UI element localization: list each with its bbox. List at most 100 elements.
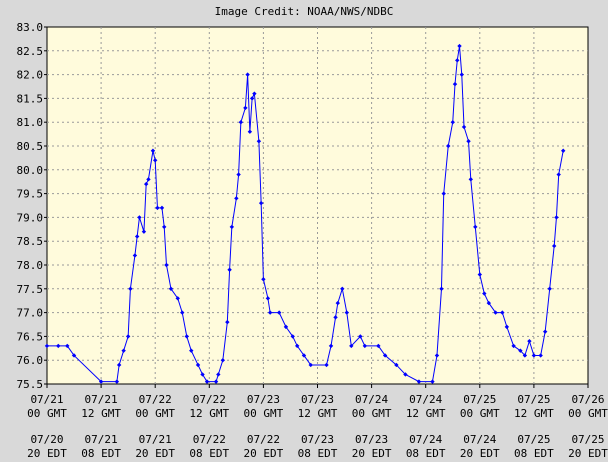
data-point [547,286,552,291]
y-tick-label: 80.0 [17,164,44,177]
data-point [376,343,381,349]
data-point [213,379,219,384]
data-point [554,215,559,220]
x-tick-label: 07/24 00 GMT [352,393,392,420]
plot-area [46,26,589,385]
data-point [265,296,271,301]
data-point [344,310,350,315]
data-point [394,362,399,368]
x-tick-label: 07/20 20 EDT [27,433,67,460]
data-point [249,96,255,101]
data-point [556,172,561,177]
data-point [98,379,104,384]
x-tick-label: 07/23 08 EDT [298,433,338,460]
y-tick-label: 78.0 [17,259,44,272]
data-point [403,372,408,377]
data-point [333,315,338,320]
x-tick-label: 07/24 12 GMT [406,393,446,420]
data-point [283,324,289,330]
x-tick-label: 07/25 20 EDT [568,433,608,460]
data-point [308,362,313,368]
y-tick-label: 77.0 [17,307,44,320]
data-point [461,124,467,130]
data-point [184,334,189,339]
y-tick-label: 77.5 [17,283,44,296]
x-tick-label: 07/24 20 EDT [460,433,500,460]
data-point [134,234,140,239]
data-point [189,348,194,353]
data-point [114,379,120,384]
x-tick-label: 07/26 00 GMT [568,393,608,420]
data-point [542,329,548,334]
data-point [324,362,329,368]
data-point [518,348,523,353]
y-tick-label: 81.0 [17,116,44,129]
y-tick-label: 81.5 [17,92,44,105]
data-point [416,379,422,384]
x-tick-label: 07/24 08 EDT [406,433,446,460]
data-point [180,310,185,315]
data-point [276,310,282,315]
data-point [267,310,273,315]
data-point [362,343,368,349]
data-point [455,58,460,63]
data-point [527,338,532,344]
x-tick-label: 07/23 00 GMT [244,393,284,420]
data-point [258,200,264,206]
data-point [141,229,147,234]
x-tick-label: 07/22 20 EDT [244,433,284,460]
y-tick-label: 80.5 [17,140,44,153]
data-point [301,353,307,358]
data-point [256,139,262,144]
data-point [168,286,174,291]
y-tick-label: 79.5 [17,188,44,201]
data-point [204,379,210,384]
data-point [468,177,473,182]
data-point [340,286,345,291]
data-point [531,353,537,358]
data-point [128,286,133,291]
y-tick-label: 79.0 [17,211,44,224]
x-tick-label: 07/23 20 EDT [352,433,392,460]
data-point [522,353,528,358]
data-point [162,224,167,230]
chart-subtitle: Image Credit: NOAA/NWS/NDBC [215,5,394,18]
data-point [335,300,340,306]
data-point [551,243,557,249]
data-point [65,343,70,349]
data-point [441,191,446,196]
y-tick-label: 76.0 [17,354,44,367]
data-point [56,343,61,349]
data-point [500,310,505,315]
y-tick-label: 76.5 [17,330,44,343]
data-point [195,362,201,368]
y-tick-label: 78.5 [17,235,44,248]
data-point [382,353,388,358]
data-point [247,129,253,134]
data-point [220,358,226,363]
data-point [116,362,122,368]
data-point [473,224,478,230]
data-point [229,224,235,230]
data-point [439,286,444,291]
data-point [159,205,165,211]
data-point [358,334,363,339]
data-point [125,334,131,339]
data-point [137,215,142,220]
data-point [459,72,464,77]
data-point [290,334,295,339]
data-point [216,372,221,377]
data-point [238,120,244,125]
data-point [243,105,248,111]
x-tick-label: 07/22 00 GMT [135,393,175,420]
data-point [227,267,232,272]
x-tick-label: 07/25 12 GMT [514,393,554,420]
data-point [482,291,487,296]
data-point [245,72,250,77]
x-tick-label: 07/22 12 GMT [189,393,229,420]
x-tick-label: 07/25 08 EDT [514,433,554,460]
data-point [234,196,239,201]
data-point [236,172,241,177]
x-tick-label: 07/23 12 GMT [298,393,338,420]
data-point [261,277,266,282]
